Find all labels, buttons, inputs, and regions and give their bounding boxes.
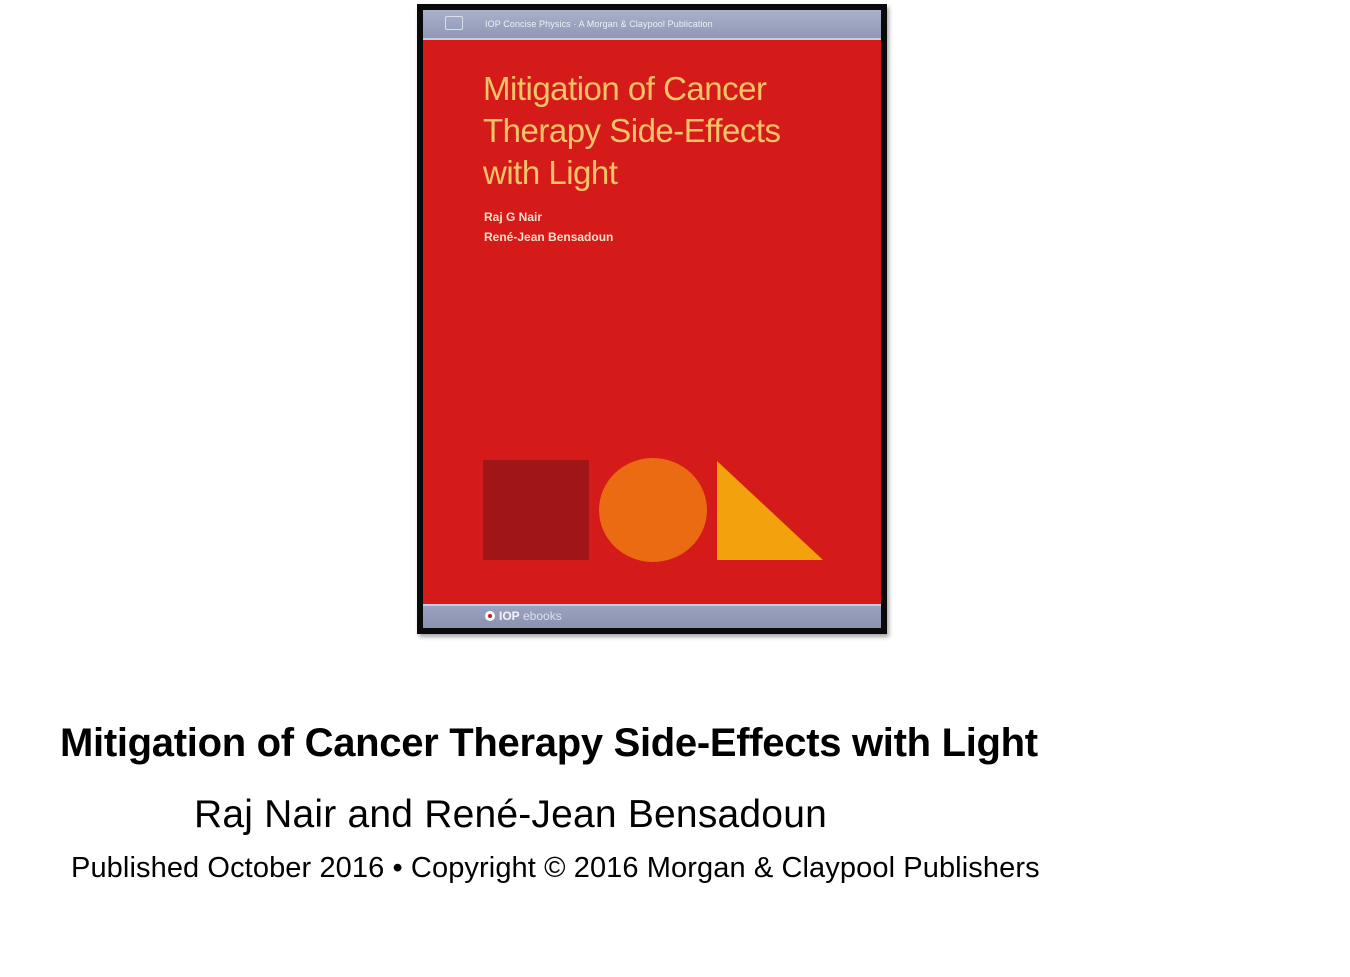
book-cover: IOP Concise Physics · A Morgan & Claypoo…	[417, 4, 887, 634]
cover-title: Mitigation of Cancer Therapy Side-Effect…	[483, 70, 781, 191]
series-logo-icon	[445, 16, 463, 30]
cover-author-2: René-Jean Bensadoun	[484, 230, 614, 244]
publication-info: Published October 2016 • Copyright © 201…	[71, 852, 1040, 884]
book-authors: Raj Nair and René-Jean Bensadoun	[194, 793, 827, 836]
cover-publisher-bar: IOP ebooks	[423, 604, 881, 628]
square-shape	[483, 460, 589, 560]
cover-shapes-graphic	[483, 458, 823, 562]
cover-imprint: IOP ebooks	[499, 609, 562, 623]
cover-imprint-ebooks: ebooks	[519, 609, 562, 623]
cover-author-1: Raj G Nair	[484, 210, 543, 224]
triangle-shape	[717, 461, 823, 560]
cover-series-text: IOP Concise Physics · A Morgan & Claypoo…	[485, 19, 713, 29]
book-cover-artwork: IOP Concise Physics · A Morgan & Claypoo…	[423, 10, 881, 628]
circle-shape	[599, 458, 707, 562]
cover-imprint-iop: IOP	[499, 609, 520, 623]
book-title: Mitigation of Cancer Therapy Side-Effect…	[60, 721, 1038, 765]
cover-series-bar: IOP Concise Physics · A Morgan & Claypoo…	[423, 10, 881, 40]
iop-logo-icon	[485, 611, 495, 621]
